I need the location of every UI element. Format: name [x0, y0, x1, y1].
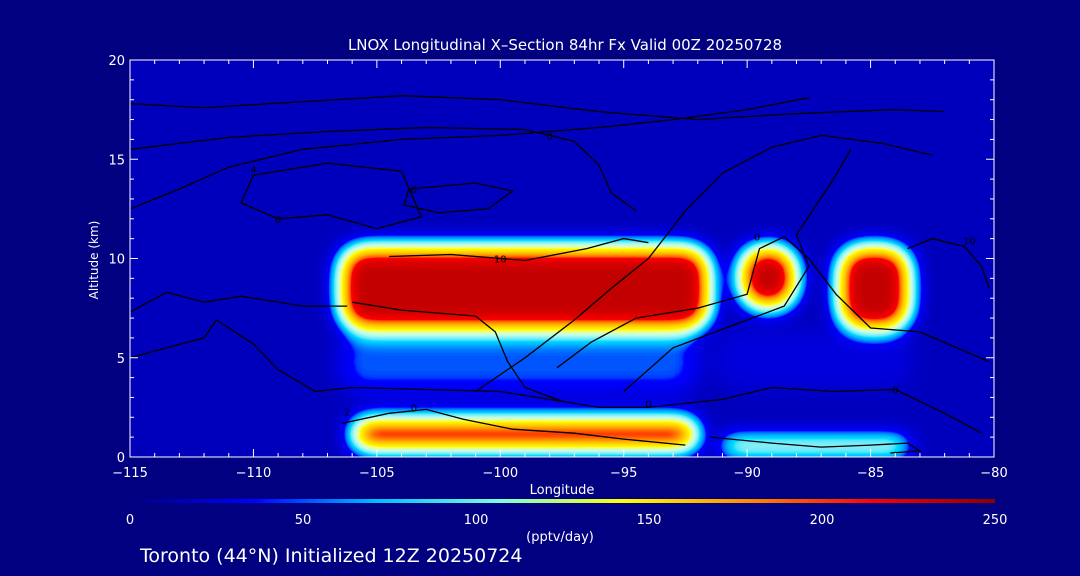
field-blob-5 [352, 419, 698, 450]
x-tick-label-2: −105 [359, 466, 395, 481]
x-axis-label: Longitude [530, 483, 595, 498]
contour-labels: 10 0 0 0 4 0 0 0 2 0 10 [250, 131, 975, 418]
colorbar-tick-label-4: 200 [810, 513, 835, 528]
contour-line-7 [475, 134, 933, 393]
contour-line-4 [240, 162, 423, 230]
contour-label-2: 0 [411, 185, 417, 196]
field-blob-1 [739, 246, 797, 309]
y-tick-label-1: 5 [117, 352, 125, 367]
contour-line-10 [130, 291, 348, 313]
colorbar-ticks: 0 50 100 150 200 250 [126, 513, 1008, 528]
contour-label-10: 10 [963, 237, 976, 248]
contour-lines [130, 95, 990, 454]
x-tick-label-1: −110 [236, 466, 272, 481]
chart-title: LNOX Longitudinal X–Section 84hr Fx Vali… [348, 36, 782, 54]
contour-line-6 [389, 237, 649, 262]
y-tick-label-2: 10 [108, 253, 125, 268]
y-tick-label-4: 20 [108, 54, 125, 69]
x-tick-label-4: −95 [610, 466, 637, 481]
contour-line-11 [130, 319, 983, 434]
contour-line-9 [556, 235, 990, 369]
y-axis-label: Altitude (km) [87, 221, 101, 300]
contour-line-1 [130, 97, 810, 210]
plot-area: 10 0 0 0 4 0 0 0 2 0 10 [130, 60, 994, 457]
colorbar-gradient [130, 499, 995, 503]
contour-label-0: 10 [494, 254, 507, 265]
x-tick-label-5: −90 [733, 466, 760, 481]
contour-label-7: 0 [411, 403, 417, 414]
colorbar-tick-label-1: 50 [295, 513, 312, 528]
contour-line-8 [623, 148, 852, 392]
y-tick-label-0: 0 [117, 451, 125, 466]
colorbar-tick-label-5: 250 [983, 513, 1008, 528]
x-tick-label-7: −80 [980, 466, 1007, 481]
contour-label-3: 0 [275, 215, 281, 226]
contour-label-6: 0 [645, 399, 651, 410]
contour-line-5 [352, 301, 563, 403]
contour-line-12 [342, 408, 686, 446]
field-blob-4 [715, 329, 913, 390]
x-tick-label-6: −85 [857, 466, 884, 481]
contour-line-2 [130, 126, 637, 212]
contour-label-8: 2 [344, 407, 350, 418]
field-blob-2 [838, 246, 911, 330]
x-axis: −115 −110 −105 −100 −95 −90 −85 −80 [112, 60, 1008, 481]
colorbar-tick-label-2: 100 [464, 513, 489, 528]
contour-line-13 [710, 436, 922, 454]
contour-line-0 [130, 95, 945, 121]
contour-label-4: 4 [250, 165, 256, 176]
contour-label-5: 0 [546, 131, 552, 142]
x-tick-label-0: −115 [112, 466, 148, 481]
contour-label-9: 0 [892, 385, 898, 396]
colorbar: 0 50 100 150 200 250 (pptv/day) [126, 499, 1008, 545]
y-tick-label-3: 15 [108, 153, 125, 168]
field-blob-0 [339, 246, 711, 330]
contour-line-3 [403, 182, 515, 214]
contour-line-14 [907, 237, 990, 289]
lnox-field [130, 60, 994, 457]
footer-caption: Toronto (44°N) Initialized 12Z 20250724 [139, 545, 523, 567]
colorbar-tick-label-0: 0 [126, 513, 134, 528]
x-tick-label-3: −100 [482, 466, 518, 481]
colorbar-tick-label-3: 150 [637, 513, 662, 528]
colorbar-unit-label: (pptv/day) [526, 530, 594, 545]
contour-label-1: 0 [754, 233, 760, 244]
